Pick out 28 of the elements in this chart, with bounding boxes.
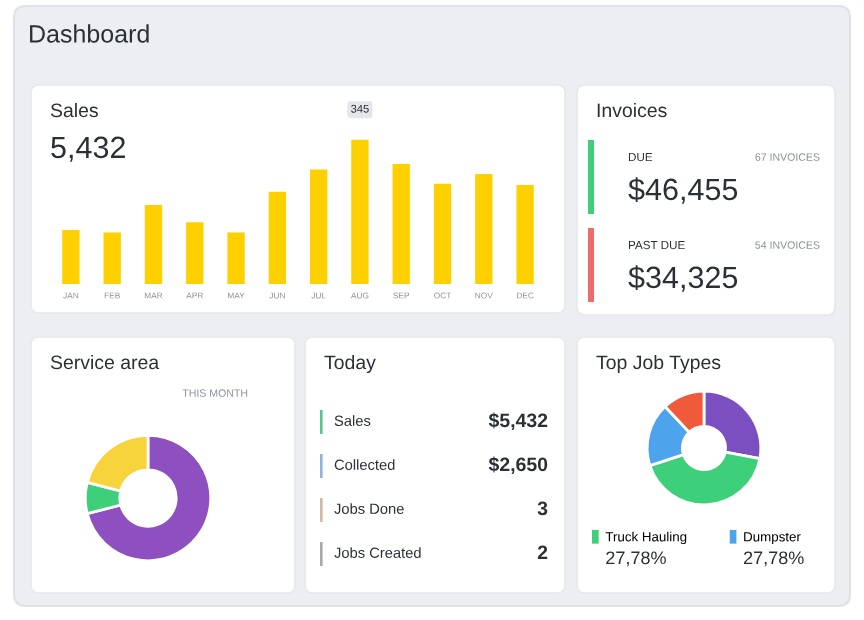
text: 3 [537, 501, 548, 516]
text: Today [324, 354, 376, 374]
text: $5,432 [488, 412, 548, 431]
chart-title: Top Job Types [596, 354, 721, 374]
bar [62, 230, 80, 284]
text: Dashboard [30, 24, 149, 43]
text: $46,455 [628, 177, 738, 204]
bar [351, 139, 369, 284]
text: 2 [537, 545, 548, 560]
text: $34,325 [628, 265, 738, 292]
bar [309, 169, 328, 284]
bar [516, 184, 534, 284]
bar [268, 191, 287, 284]
bar [144, 205, 163, 284]
text: 27,78% [606, 551, 666, 567]
bar [433, 183, 452, 284]
text: $2,650 [488, 456, 548, 475]
bar [392, 164, 410, 284]
text: 27,78% [743, 551, 804, 567]
donut-slice [85, 433, 213, 563]
chart-title: Sales [50, 102, 98, 118]
bar [475, 174, 493, 284]
text: Invoices [597, 102, 667, 118]
bar [227, 232, 245, 284]
chart-subtitle: 5,432 [51, 136, 125, 162]
bar [186, 222, 204, 284]
bar [103, 232, 121, 284]
chart-title: Service area [50, 354, 160, 370]
